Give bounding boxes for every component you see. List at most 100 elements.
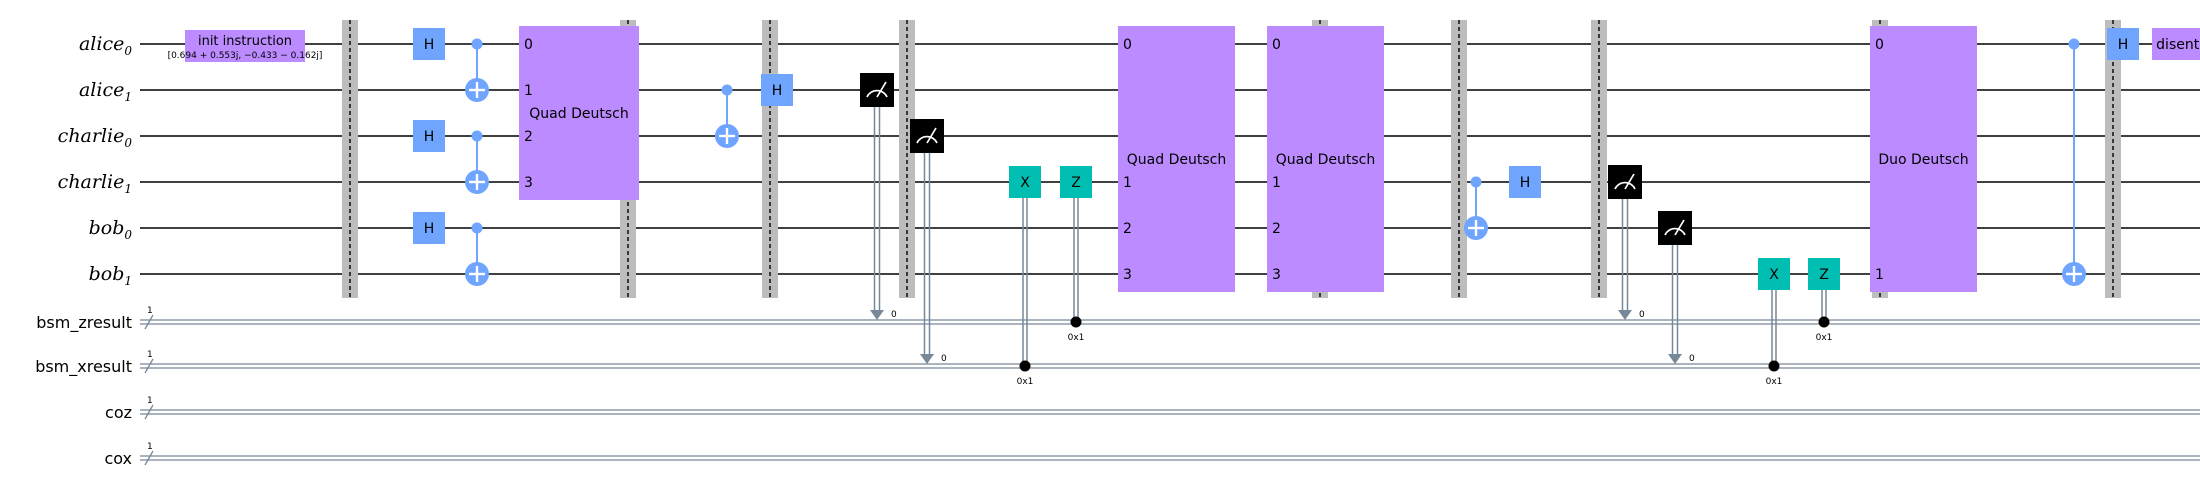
h-gate-label: H [424,37,435,53]
h-gate-label: H [1520,175,1531,191]
h-gate [413,120,445,152]
condition-dot [1019,360,1031,372]
z-gate [1060,166,1092,198]
quad-deutsch-gate-label: Quad Deutsch [529,106,628,122]
x-gate-label: X [1020,175,1030,191]
bundle-size: 1 [147,350,153,360]
bundle-size: 1 [147,306,153,316]
quad-deutsch-gate [519,26,639,200]
init-instruction-label: init instruction [198,34,292,49]
meter-arc [866,89,888,98]
meter-arc [1664,227,1686,236]
barrier-3 [899,20,915,298]
quad-deutsch-gate-port: 2 [1123,221,1132,237]
measure-arrow [1618,310,1632,320]
meter-needle [1674,219,1685,236]
meter-arc [916,135,938,144]
quad-deutsch-gate-port: 3 [1123,267,1132,283]
measure-bit-label: 0 [1639,310,1645,320]
quad-deutsch-gate-port: 0 [524,37,533,53]
duo-deutsch-gate [1870,26,1977,292]
qubit-label-bob-1: bob1 [89,263,132,288]
cnot-control [721,84,733,96]
quad-deutsch-gate-port: 0 [1272,37,1281,53]
condition-value: 0x1 [1017,377,1034,387]
quad-deutsch-gate-port: 1 [1123,175,1132,191]
measure-bit-label: 0 [941,354,947,364]
cnot-control [1470,176,1482,188]
cnot-control [2068,38,2080,50]
barrier-5 [1451,20,1467,298]
quad-deutsch-gate-port: 0 [1123,37,1132,53]
condition-dot [1818,316,1830,328]
quad-deutsch-gate-port: 1 [1272,175,1281,191]
bundle-slash [144,450,154,466]
quad-deutsch-gate-port: 3 [1272,267,1281,283]
clbit-label-bsm_zresult: bsm_zresult [36,313,132,333]
z-gate [1808,258,1840,290]
quad-deutsch-gate-port: 2 [524,129,533,145]
qubit-label-alice-1: alice1 [79,79,132,104]
disentangler-label: disentangler [2156,37,2200,53]
h-gate [413,28,445,60]
bundle-size: 1 [147,396,153,406]
condition-dot [1070,316,1082,328]
init-instruction-params: [0.694 + 0.553j, −0.433 − 0.162j] [168,51,323,61]
meter-needle [876,81,887,98]
h-gate-label: H [424,129,435,145]
cnot-control [471,222,483,234]
bundle-slash [144,314,154,330]
qubit-label-charlie-0: charlie0 [58,125,133,150]
clbit-label-coz: coz [105,403,132,422]
meter-needle [1624,173,1635,190]
h-gate [1509,166,1541,198]
quad-deutsch-gate-label: Quad Deutsch [1127,152,1226,168]
h-gate-label: H [424,221,435,237]
quad-deutsch-gate [1267,26,1384,292]
measure-bit-label: 0 [891,310,897,320]
quad-deutsch-gate [1118,26,1235,292]
h-gate [761,74,793,106]
z-gate-label: Z [1819,267,1829,283]
bundle-slash [144,358,154,374]
barrier-6 [1591,20,1607,298]
measure-bit-label: 0 [1689,354,1695,364]
quad-deutsch-gate-label: Quad Deutsch [1276,152,1375,168]
duo-deutsch-gate-label: Duo Deutsch [1878,152,1968,168]
condition-value: 0x1 [1068,333,1085,343]
measure-arrow [1668,354,1682,364]
meter-arc [1614,181,1636,190]
x-gate-label: X [1769,267,1779,283]
duo-deutsch-gate-port: 1 [1875,267,1884,283]
clbit-label-bsm_xresult: bsm_xresult [35,357,132,377]
measure-arrow [870,310,884,320]
barrier-8 [2105,20,2121,298]
h-gate-label: H [2118,37,2129,53]
condition-dot [1768,360,1780,372]
disentangler-gate [2152,28,2200,60]
condition-value: 0x1 [1816,333,1833,343]
measure-arrow [920,354,934,364]
quad-deutsch-gate-port: 3 [524,175,533,191]
cnot-control [471,130,483,142]
h-gate-label: H [772,83,783,99]
bundle-slash [144,404,154,420]
cnot-control [471,38,483,50]
qubit-label-charlie-1: charlie1 [58,171,132,196]
meter-needle [926,127,937,144]
barrier-2 [762,20,778,298]
qubit-label-alice-0: alice0 [79,33,132,58]
duo-deutsch-gate-port: 0 [1875,37,1884,53]
h-gate [413,212,445,244]
clbit-label-cox: cox [104,449,132,468]
qubit-label-bob-0: bob0 [89,217,133,242]
register-labels: 1 1 1 1 alice0 alice1 charlie0 charlie1 bob0 bob1… [35,33,153,468]
quad-deutsch-gate-port: 2 [1272,221,1281,237]
operations-layer: init instruction [0.694 + 0.553j, −0.433 … [168,26,2200,387]
z-gate-label: Z [1071,175,1081,191]
h-gate [2107,28,2139,60]
bundle-size: 1 [147,442,153,452]
condition-value: 0x1 [1766,377,1783,387]
init-instruction-gate [185,30,305,62]
